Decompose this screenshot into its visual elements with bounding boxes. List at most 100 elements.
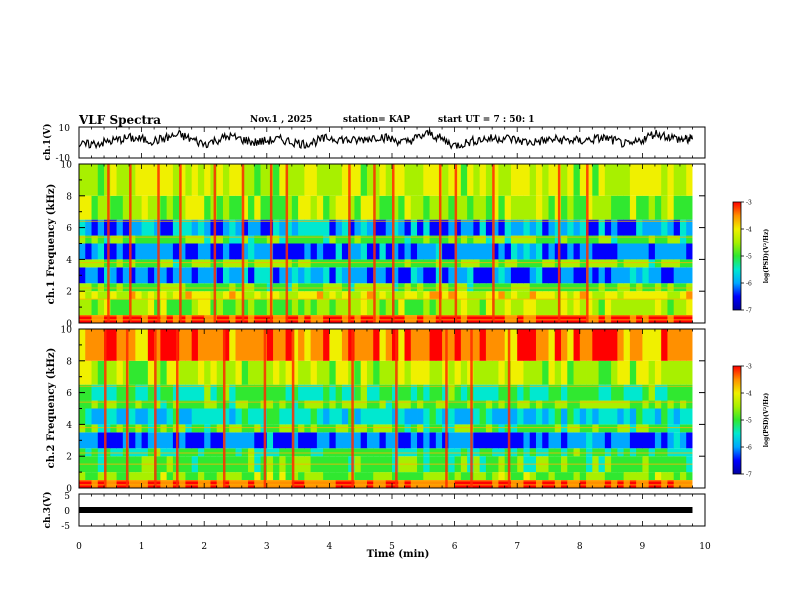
spectrogram-cell — [197, 283, 205, 292]
spectrogram-cell — [229, 329, 236, 361]
spectrogram-cell — [642, 329, 650, 361]
spectrogram-cell — [679, 243, 687, 260]
spectrogram-cell — [260, 315, 268, 323]
spectrogram-cell — [623, 195, 631, 220]
ytick-label: 10 — [61, 161, 73, 171]
ch2-colorbar-ticks: -3-4-5-6-7 — [741, 364, 752, 479]
spectrogram-cell — [535, 400, 543, 409]
spectrogram-cell — [535, 243, 543, 260]
spectrogram-cell — [129, 384, 136, 401]
spectrogram-cell — [97, 283, 105, 292]
spectrogram-cell — [166, 315, 174, 323]
spectrogram-cell — [417, 432, 424, 449]
start-time-label: start UT = 7 : 50: 1 — [438, 115, 535, 125]
spectrogram-cell — [611, 291, 618, 300]
spectrogram-cell — [310, 235, 318, 244]
colorbar-tick-label: -5 — [746, 418, 752, 425]
spectrogram-cell — [116, 384, 124, 401]
spectrogram-cell — [204, 329, 211, 361]
spectrogram-cell — [254, 432, 261, 449]
spectrogram-cell — [423, 315, 430, 323]
spectrogram-cell — [523, 267, 531, 284]
spectrogram-cell — [135, 384, 142, 401]
spectrogram-cell — [517, 424, 524, 433]
spectrogram-cell — [204, 360, 211, 385]
spectrogram-cell — [404, 299, 412, 316]
spectrogram-cell — [679, 329, 687, 361]
spectrogram-cell — [636, 291, 643, 300]
spectrogram-cell — [611, 448, 618, 457]
spectrogram-cell — [191, 400, 199, 409]
spectrogram-cell — [661, 219, 668, 236]
spectrogram-cell — [686, 219, 693, 236]
spectrogram-cell — [179, 283, 186, 292]
spectrogram-cell — [529, 243, 537, 260]
spectrogram-cell — [479, 299, 487, 316]
spectrogram-cell — [91, 329, 99, 361]
spectrogram-cell — [254, 299, 261, 316]
spectrogram-cell — [623, 400, 631, 409]
spectrogram-cell — [460, 267, 468, 284]
spectrogram-cell — [567, 243, 574, 260]
spectrogram-cell — [517, 448, 524, 457]
spectrogram-cell — [235, 267, 243, 284]
spectrogram-cell — [354, 472, 362, 481]
burst-mark — [373, 164, 376, 323]
spectrogram-cell — [204, 408, 211, 425]
spectrogram-cell — [235, 408, 243, 425]
spectrogram-cell — [141, 448, 149, 457]
spectrogram-cell — [141, 195, 149, 220]
spectrogram-cell — [373, 299, 380, 316]
spectrogram-cell — [354, 219, 362, 236]
spectrogram-cell — [185, 243, 193, 260]
spectrogram-cell — [454, 472, 462, 481]
spectrogram-cell — [629, 283, 637, 292]
spectrogram-cell — [404, 329, 412, 361]
spectrogram-cell — [554, 432, 562, 449]
spectrogram-cell — [310, 384, 318, 401]
spectrogram-cell — [279, 400, 286, 409]
spectrogram-cell — [510, 291, 518, 300]
spectrogram-cell — [135, 164, 142, 196]
spectrogram-cell — [291, 400, 299, 409]
spectrogram-cell — [316, 448, 324, 457]
spectrogram-cell — [154, 384, 161, 401]
spectrogram-cell — [648, 472, 656, 481]
spectrogram-cell — [154, 480, 161, 488]
spectrogram-cell — [492, 448, 499, 457]
spectrogram-cell — [110, 408, 117, 425]
spectrogram-cell — [166, 267, 174, 284]
spectrogram-cell — [366, 283, 374, 292]
spectrogram-cell — [147, 360, 155, 385]
spectrogram-cell — [636, 384, 643, 401]
spectrogram-cell — [598, 267, 606, 284]
spectrogram-cell — [510, 329, 518, 361]
spectrogram-cell — [473, 408, 481, 425]
spectrogram-cell — [423, 448, 430, 457]
spectrogram-cell — [373, 259, 380, 268]
spectrogram-cell — [535, 219, 543, 236]
spectrogram-cell — [229, 480, 236, 488]
spectrogram-cell — [604, 291, 612, 300]
spectrogram-cell — [185, 360, 193, 385]
spectrogram-cell — [335, 235, 343, 244]
spectrogram-cell — [617, 480, 625, 488]
spectrogram-cell — [623, 283, 631, 292]
spectrogram-cell — [166, 384, 174, 401]
spectrogram-cell — [479, 243, 487, 260]
spectrogram-cell — [673, 360, 681, 385]
spectrogram-cell — [348, 299, 355, 316]
spectrogram-cell — [248, 291, 255, 300]
spectrogram-cell — [229, 291, 236, 300]
spectrogram-cell — [266, 360, 274, 385]
spectrogram-cell — [179, 299, 186, 316]
spectrogram-cell — [298, 299, 305, 316]
spectrogram-cell — [567, 472, 574, 481]
spectrogram-cell — [529, 329, 537, 361]
spectrogram-cell — [235, 291, 243, 300]
spectrogram-cell — [354, 299, 362, 316]
spectrogram-cell — [222, 360, 230, 385]
spectrogram-cell — [517, 400, 524, 409]
spectrogram-cell — [454, 267, 462, 284]
spectrogram-cell — [285, 384, 293, 401]
